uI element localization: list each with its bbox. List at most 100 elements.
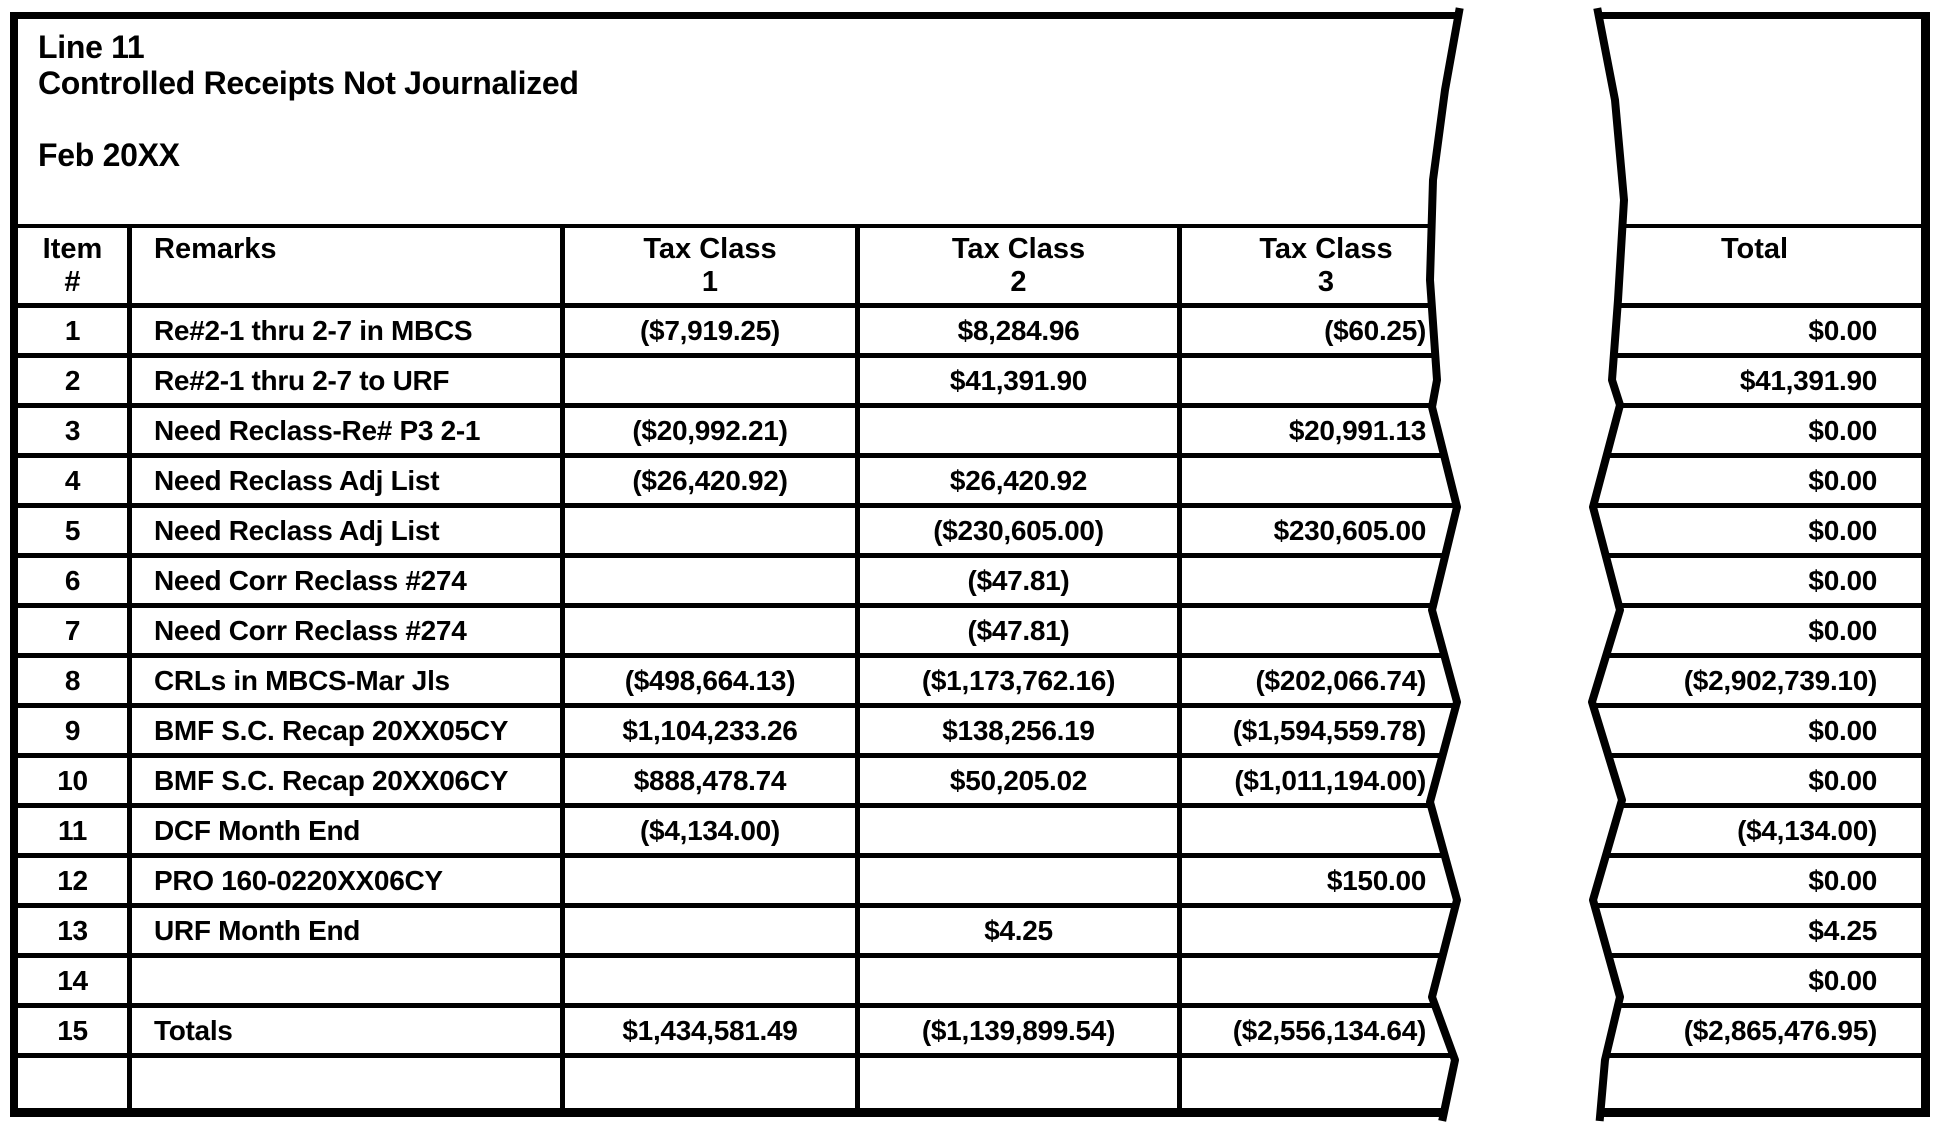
cell-tax-class-3: ($60.25) (1324, 314, 1426, 346)
cell-item-number: 3 (18, 408, 132, 453)
table-row-total: $0.00 (1592, 858, 1921, 908)
table-row: 6 Need Corr Reclass #274 ($47.81) (18, 558, 1459, 608)
cell-total: $0.00 (1808, 564, 1877, 596)
cell-remarks: URF Month End (132, 908, 565, 953)
table-row: 8 CRLs in MBCS-Mar Jls ($498,664.13) ($1… (18, 658, 1459, 708)
cell-tax-class-3: $150.00 (1326, 864, 1426, 896)
cell-remarks: Re#2-1 thru 2-7 in MBCS (132, 308, 565, 353)
table-row: 12 PRO 160-0220XX06CY $150.00 (18, 858, 1459, 908)
cell-item-number: 4 (18, 458, 132, 503)
cell-item-number: 7 (18, 608, 132, 653)
cell-remarks: Re#2-1 thru 2-7 to URF (132, 358, 565, 403)
cell-total (1592, 1058, 1921, 1108)
cell-total: ($2,865,476.95) (1683, 1014, 1878, 1046)
table-row: 1 Re#2-1 thru 2-7 in MBCS ($7,919.25) $8… (18, 308, 1459, 358)
cell-total: $0.00 (1808, 764, 1877, 796)
cell-tax-class-1: ($7,919.25) (565, 308, 860, 353)
cell-tax-class-3 (1182, 1058, 1459, 1108)
cell-total: $4.25 (1808, 914, 1877, 946)
title-spacer (38, 101, 1459, 137)
column-header-tax-class-1: Tax Class 1 (565, 228, 860, 303)
table-row-total: $0.00 (1592, 708, 1921, 758)
cell-item-number: 13 (18, 908, 132, 953)
cell-total: $0.00 (1808, 714, 1877, 746)
column-header-tax-class-2: Tax Class 2 (860, 228, 1182, 303)
cell-total: $0.00 (1808, 964, 1877, 996)
cell-tax-class-2: ($1,139,899.54) (860, 1008, 1182, 1053)
cell-tax-class-3: $230,605.00 (1273, 514, 1427, 546)
header-tc1-line2: 1 (701, 266, 719, 298)
table-row-total: ($4,134.00) (1592, 808, 1921, 858)
table-row-total: $0.00 (1592, 458, 1921, 508)
cell-tax-class-2: $41,391.90 (860, 358, 1182, 403)
cell-item-number: 6 (18, 558, 132, 603)
cell-tax-class-1 (565, 858, 860, 903)
right-piece-blank-area (1592, 19, 1921, 224)
table-row-total (1592, 1058, 1921, 1108)
table-row-total: ($2,865,476.95) (1592, 1008, 1921, 1058)
header-tc3-line1: Tax Class (1259, 233, 1393, 265)
right-rows: $0.00 $41,391.90 $0.00 $0.00 $0.00 $0.00… (1592, 308, 1921, 1108)
cell-total: $0.00 (1808, 314, 1877, 346)
cell-remarks: PRO 160-0220XX06CY (132, 858, 565, 903)
cell-total: $0.00 (1808, 614, 1877, 646)
header-tc2-line2: 2 (1010, 266, 1027, 298)
column-header-item-number: Item # (18, 228, 132, 303)
table-row: 10 BMF S.C. Recap 20XX06CY $888,478.74 $… (18, 758, 1459, 808)
cell-item-number: 8 (18, 658, 132, 703)
table-row-total: $0.00 (1592, 608, 1921, 658)
cell-tax-class-2 (860, 408, 1182, 453)
cell-item-number: 10 (18, 758, 132, 803)
cell-item-number: 9 (18, 708, 132, 753)
cell-tax-class-3: ($202,066.74) (1255, 664, 1427, 696)
table-row-total: $0.00 (1592, 508, 1921, 558)
table-row: 7 Need Corr Reclass #274 ($47.81) (18, 608, 1459, 658)
table-row-total: $0.00 (1592, 308, 1921, 358)
cell-tax-class-3: ($1,011,194.00) (1234, 764, 1426, 796)
table-row: 5 Need Reclass Adj List ($230,605.00) $2… (18, 508, 1459, 558)
cell-tax-class-3: $20,991.13 (1288, 414, 1426, 446)
cell-item-number: 14 (18, 958, 132, 1003)
cell-tax-class-1: $888,478.74 (565, 758, 860, 803)
cell-tax-class-1: $1,434,581.49 (565, 1008, 860, 1053)
cell-remarks: Need Corr Reclass #274 (132, 608, 565, 653)
cell-tax-class-3 (1182, 558, 1459, 603)
cell-tax-class-1: ($4,134.00) (565, 808, 860, 853)
worksheet-left-piece: Line 11 Controlled Receipts Not Journali… (10, 12, 1459, 1117)
cell-tax-class-3: ($2,556,134.64) (1232, 1014, 1427, 1046)
header-tc3-line2: 3 (1317, 266, 1335, 298)
cell-remarks: BMF S.C. Recap 20XX06CY (132, 758, 565, 803)
cell-total: $0.00 (1808, 414, 1877, 446)
table-row (18, 1058, 1459, 1108)
cell-remarks (132, 1058, 565, 1108)
cell-remarks: Need Corr Reclass #274 (132, 558, 565, 603)
cell-tax-class-1 (565, 558, 860, 603)
cell-tax-class-3 (1182, 908, 1459, 953)
cell-item-number: 15 (18, 1008, 132, 1053)
cell-tax-class-2 (860, 858, 1182, 903)
cell-tax-class-3 (1182, 958, 1459, 1003)
cell-total: $0.00 (1808, 464, 1877, 496)
cell-remarks: Totals (132, 1008, 565, 1053)
cell-remarks: Need Reclass-Re# P3 2-1 (132, 408, 565, 453)
header-remarks-label: Remarks (154, 233, 277, 265)
table-row: 14 (18, 958, 1459, 1008)
table-header-row: Item # Remarks Tax Class 1 Tax Class 2 T… (18, 224, 1459, 308)
cell-tax-class-2 (860, 808, 1182, 853)
cell-tax-class-3 (1182, 808, 1459, 853)
table-row-total: $0.00 (1592, 558, 1921, 608)
cell-item-number: 2 (18, 358, 132, 403)
cell-tax-class-1: ($26,420.92) (565, 458, 860, 503)
cell-tax-class-1 (565, 908, 860, 953)
cell-total: ($2,902,739.10) (1683, 664, 1878, 696)
column-header-remarks: Remarks (132, 228, 565, 303)
cell-remarks: DCF Month End (132, 808, 565, 853)
table-row: 3 Need Reclass-Re# P3 2-1 ($20,992.21) $… (18, 408, 1459, 458)
title-block: Line 11 Controlled Receipts Not Journali… (18, 19, 1459, 224)
left-rows: 1 Re#2-1 thru 2-7 in MBCS ($7,919.25) $8… (18, 308, 1459, 1108)
cell-tax-class-2 (860, 958, 1182, 1003)
cell-remarks: CRLs in MBCS-Mar Jls (132, 658, 565, 703)
title-period: Feb 20XX (38, 137, 180, 173)
cell-tax-class-1 (565, 608, 860, 653)
